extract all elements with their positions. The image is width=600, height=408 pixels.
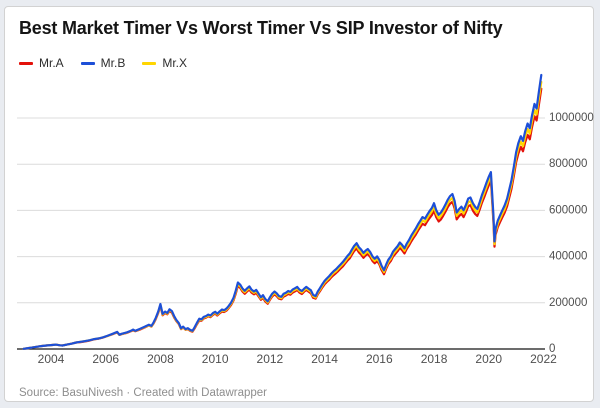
x-tick-label: 2020 <box>475 352 502 366</box>
legend-label-mr-b: Mr.B <box>100 56 126 70</box>
gridlines <box>17 117 545 350</box>
legend-swatch-mr-x <box>142 61 157 65</box>
x-axis-labels: 2004 2006 2008 2010 2012 2014 2016 2018 2020 2022 <box>38 352 558 366</box>
x-tick-label: 2010 <box>202 352 229 366</box>
series-line-mr-b[interactable] <box>22 73 543 350</box>
legend-label-mr-a: Mr.A <box>39 56 64 70</box>
y-tick-label: 0 <box>549 343 555 355</box>
x-tick-label: 2006 <box>92 352 119 366</box>
legend-item-mr-x: Mr.X <box>142 56 187 70</box>
x-tick-label: 2008 <box>147 352 174 366</box>
series-lines <box>22 73 543 350</box>
y-tick-label: 800000 <box>549 158 587 170</box>
legend-swatch-mr-b <box>80 61 95 65</box>
y-tick-label: 400000 <box>549 251 587 263</box>
x-tick-label: 2012 <box>257 352 284 366</box>
y-tick-label: 1000000 <box>549 112 594 124</box>
x-tick-label: 2004 <box>38 352 65 366</box>
y-tick-label: 600000 <box>549 204 587 216</box>
legend-label-mr-x: Mr.X <box>162 56 188 70</box>
legend: Mr.A Mr.B Mr.X <box>19 56 187 70</box>
y-axis-labels: 0 200000 400000 600000 800000 1000000 <box>549 112 594 355</box>
x-tick-label: 2014 <box>311 352 338 366</box>
line-chart-plot[interactable]: 0 200000 400000 600000 800000 1000000 2004 2006… <box>5 69 600 379</box>
legend-swatch-mr-a <box>19 61 33 65</box>
x-tick-label: 2016 <box>366 352 393 366</box>
page-title: Best Market Timer Vs Worst Timer Vs SIP … <box>19 18 503 38</box>
source-attribution: Source: BasuNivesh · Created with Datawr… <box>19 387 268 399</box>
series-line-mr-a[interactable] <box>22 87 543 350</box>
chart-card: Best Market Timer Vs Worst Timer Vs SIP … <box>4 6 594 402</box>
y-tick-label: 200000 <box>549 297 587 309</box>
x-tick-label: 2018 <box>421 352 448 366</box>
x-tick-label: 2022 <box>530 352 557 366</box>
legend-item-mr-b: Mr.B <box>80 56 126 70</box>
legend-item-mr-a: Mr.A <box>19 56 64 70</box>
